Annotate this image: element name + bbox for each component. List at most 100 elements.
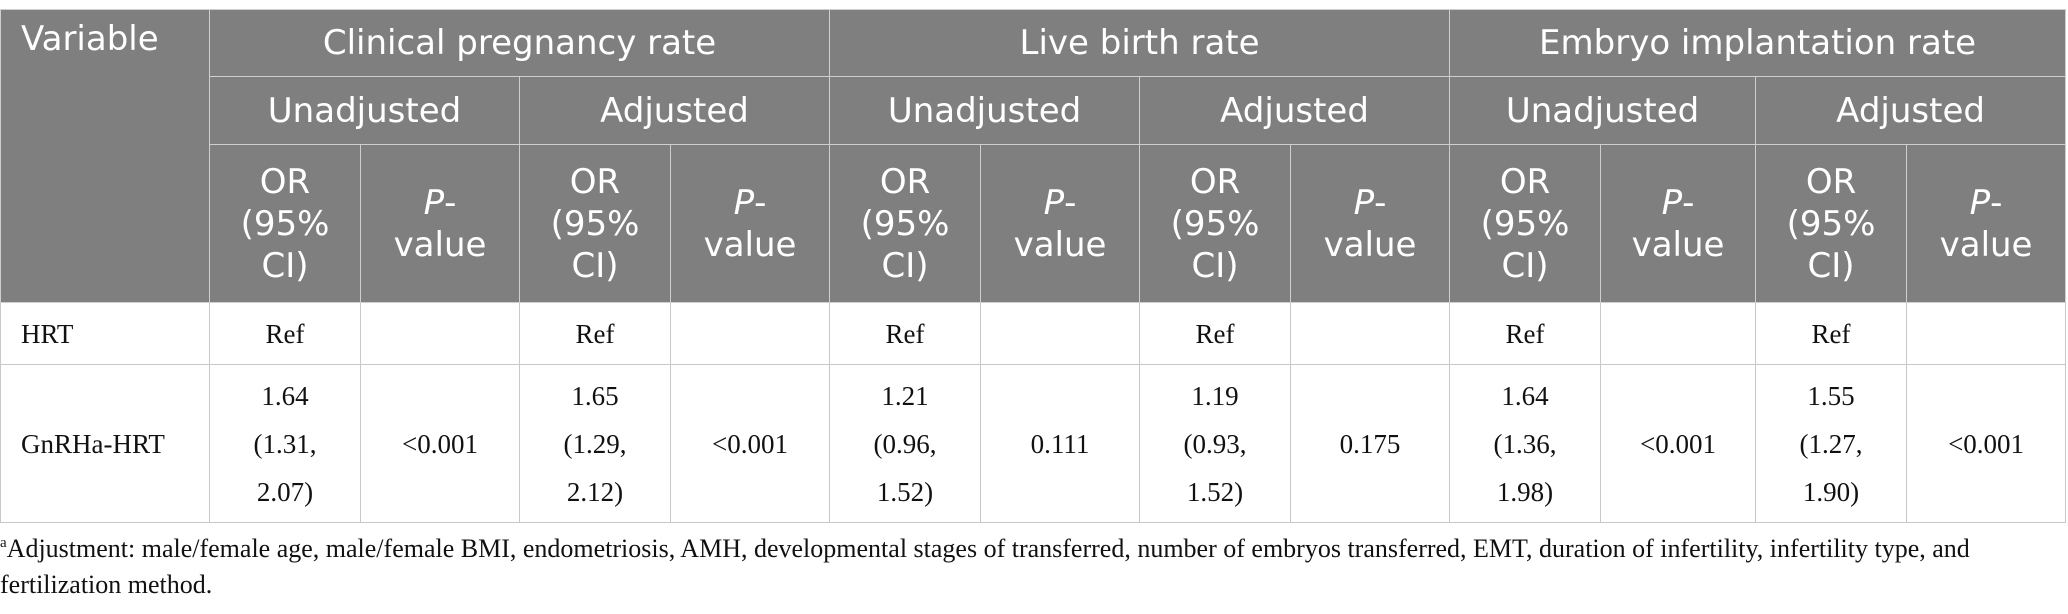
p-value-cell: <0.001 bbox=[360, 364, 520, 523]
p-letter: P bbox=[1353, 182, 1375, 223]
p-value-cell bbox=[1906, 302, 2067, 365]
footnote: aAdjustment: male/female age, male/femal… bbox=[0, 531, 2066, 603]
value-label: value bbox=[703, 224, 797, 265]
footnote-marker: a bbox=[0, 535, 7, 551]
header-variable: Variable bbox=[0, 9, 210, 303]
value-label: value bbox=[1323, 224, 1417, 265]
p-dash: - bbox=[1682, 182, 1695, 223]
or-cell: 1.64 (1.36, 1.98) bbox=[1449, 364, 1602, 523]
header-p-value: P-value bbox=[1290, 144, 1451, 303]
or-cell: Ref bbox=[1139, 302, 1292, 365]
or-cell: 1.19 (0.93, 1.52) bbox=[1139, 364, 1292, 523]
or-label: OR bbox=[1805, 161, 1857, 202]
header-p-value: P-value bbox=[1906, 144, 2067, 303]
p-value-cell bbox=[1290, 302, 1451, 365]
value-label: value bbox=[393, 224, 487, 265]
table-row: GnRHa-HRT 1.64 (1.31, 2.07) <0.001 1.65 (1.29,… bbox=[0, 364, 2067, 523]
cell-line: (1.36, bbox=[1493, 428, 1557, 459]
p-letter: P bbox=[1969, 182, 1991, 223]
cell-line: 1.98) bbox=[1496, 476, 1554, 507]
cell-line: 1.52) bbox=[1186, 476, 1244, 507]
or-cell: 1.55 (1.27, 1.90) bbox=[1755, 364, 1908, 523]
or-cell: Ref bbox=[1755, 302, 1908, 365]
p-value-cell: 0.175 bbox=[1290, 364, 1451, 523]
p-value-cell: <0.001 bbox=[1906, 364, 2067, 523]
value-label: value bbox=[1013, 224, 1107, 265]
p-dash: - bbox=[1064, 182, 1077, 223]
header-or-ci: OR (95% CI) bbox=[519, 144, 671, 303]
or-cell: 1.65 (1.29, 2.12) bbox=[519, 364, 671, 523]
p-value-cell: <0.001 bbox=[1600, 364, 1757, 523]
or-cell: 1.21 (0.96, 1.52) bbox=[829, 364, 982, 523]
cell-line: 1.55 bbox=[1807, 380, 1855, 411]
p-dash: - bbox=[754, 182, 767, 223]
header-p-value: P-value bbox=[669, 144, 831, 303]
header-or-ci: OR (95% CI) bbox=[209, 144, 361, 303]
header-group-clinical-pregnancy: Clinical pregnancy rate bbox=[208, 9, 831, 77]
row-label: GnRHa-HRT bbox=[0, 364, 210, 523]
cell-line: 1.19 bbox=[1191, 380, 1239, 411]
ci-label: CI) bbox=[1501, 245, 1549, 286]
cell-line: 1.64 bbox=[261, 380, 309, 411]
cell-line: 2.07) bbox=[256, 476, 314, 507]
p-value-cell bbox=[1600, 302, 1757, 365]
header-unadjusted: Unadjusted bbox=[1449, 76, 1757, 145]
header-or-ci: OR (95% CI) bbox=[829, 144, 982, 303]
header-p-value: P-value bbox=[980, 144, 1141, 303]
ci-label: (95% bbox=[860, 203, 950, 244]
or-cell: Ref bbox=[1449, 302, 1602, 365]
ci-label: CI) bbox=[1807, 245, 1855, 286]
header-unadjusted: Unadjusted bbox=[209, 76, 520, 145]
value-label: value bbox=[1939, 224, 2033, 265]
ci-label: CI) bbox=[1191, 245, 1239, 286]
ci-label: CI) bbox=[881, 245, 929, 286]
header-or-ci: OR (95% CI) bbox=[1139, 144, 1292, 303]
p-value-cell: 0.111 bbox=[980, 364, 1141, 523]
or-label: OR bbox=[1189, 161, 1241, 202]
ci-label: (95% bbox=[1480, 203, 1570, 244]
p-value-cell bbox=[360, 302, 520, 365]
ci-label: (95% bbox=[550, 203, 640, 244]
p-value-cell: <0.001 bbox=[669, 364, 831, 523]
p-letter: P bbox=[423, 182, 445, 223]
cell-line: 1.65 bbox=[571, 380, 619, 411]
or-cell: Ref bbox=[829, 302, 982, 365]
ci-label: (95% bbox=[1786, 203, 1876, 244]
header-unadjusted: Unadjusted bbox=[829, 76, 1141, 145]
cell-line: (0.93, bbox=[1183, 428, 1247, 459]
ci-label: (95% bbox=[240, 203, 330, 244]
header-or-ci: OR (95% CI) bbox=[1449, 144, 1602, 303]
p-letter: P bbox=[733, 182, 755, 223]
p-dash: - bbox=[1990, 182, 2003, 223]
footnote-text: Adjustment: male/female age, male/female… bbox=[0, 534, 1970, 599]
or-label: OR bbox=[259, 161, 311, 202]
cell-line: 1.52) bbox=[876, 476, 934, 507]
cell-line: 1.64 bbox=[1501, 380, 1549, 411]
or-cell: Ref bbox=[519, 302, 671, 365]
ci-label: CI) bbox=[261, 245, 309, 286]
results-table: Variable Clinical pregnancy rate Live bi… bbox=[0, 9, 2067, 523]
value-label: value bbox=[1631, 224, 1725, 265]
ci-label: CI) bbox=[571, 245, 619, 286]
header-adjusted: Adjusted bbox=[1755, 76, 2067, 145]
cell-line: (0.96, bbox=[873, 428, 937, 459]
header-adjusted: Adjusted bbox=[1139, 76, 1451, 145]
ci-label: (95% bbox=[1170, 203, 1260, 244]
or-cell: 1.64 (1.31, 2.07) bbox=[209, 364, 361, 523]
cell-line: (1.27, bbox=[1799, 428, 1863, 459]
cell-line: 1.90) bbox=[1802, 476, 1860, 507]
p-value-cell bbox=[669, 302, 831, 365]
table-row: HRT Ref Ref Ref Ref Ref Ref bbox=[0, 302, 2067, 365]
or-label: OR bbox=[879, 161, 931, 202]
or-label: OR bbox=[569, 161, 621, 202]
row-label: HRT bbox=[0, 302, 210, 365]
cell-line: 1.21 bbox=[881, 380, 929, 411]
cell-line: (1.31, bbox=[253, 428, 317, 459]
header-adjusted: Adjusted bbox=[518, 76, 831, 145]
cell-line: (1.29, bbox=[563, 428, 627, 459]
or-label: OR bbox=[1499, 161, 1551, 202]
header-or-ci: OR (95% CI) bbox=[1755, 144, 1908, 303]
header-p-value: P-value bbox=[360, 144, 520, 303]
p-dash: - bbox=[444, 182, 457, 223]
p-letter: P bbox=[1043, 182, 1065, 223]
